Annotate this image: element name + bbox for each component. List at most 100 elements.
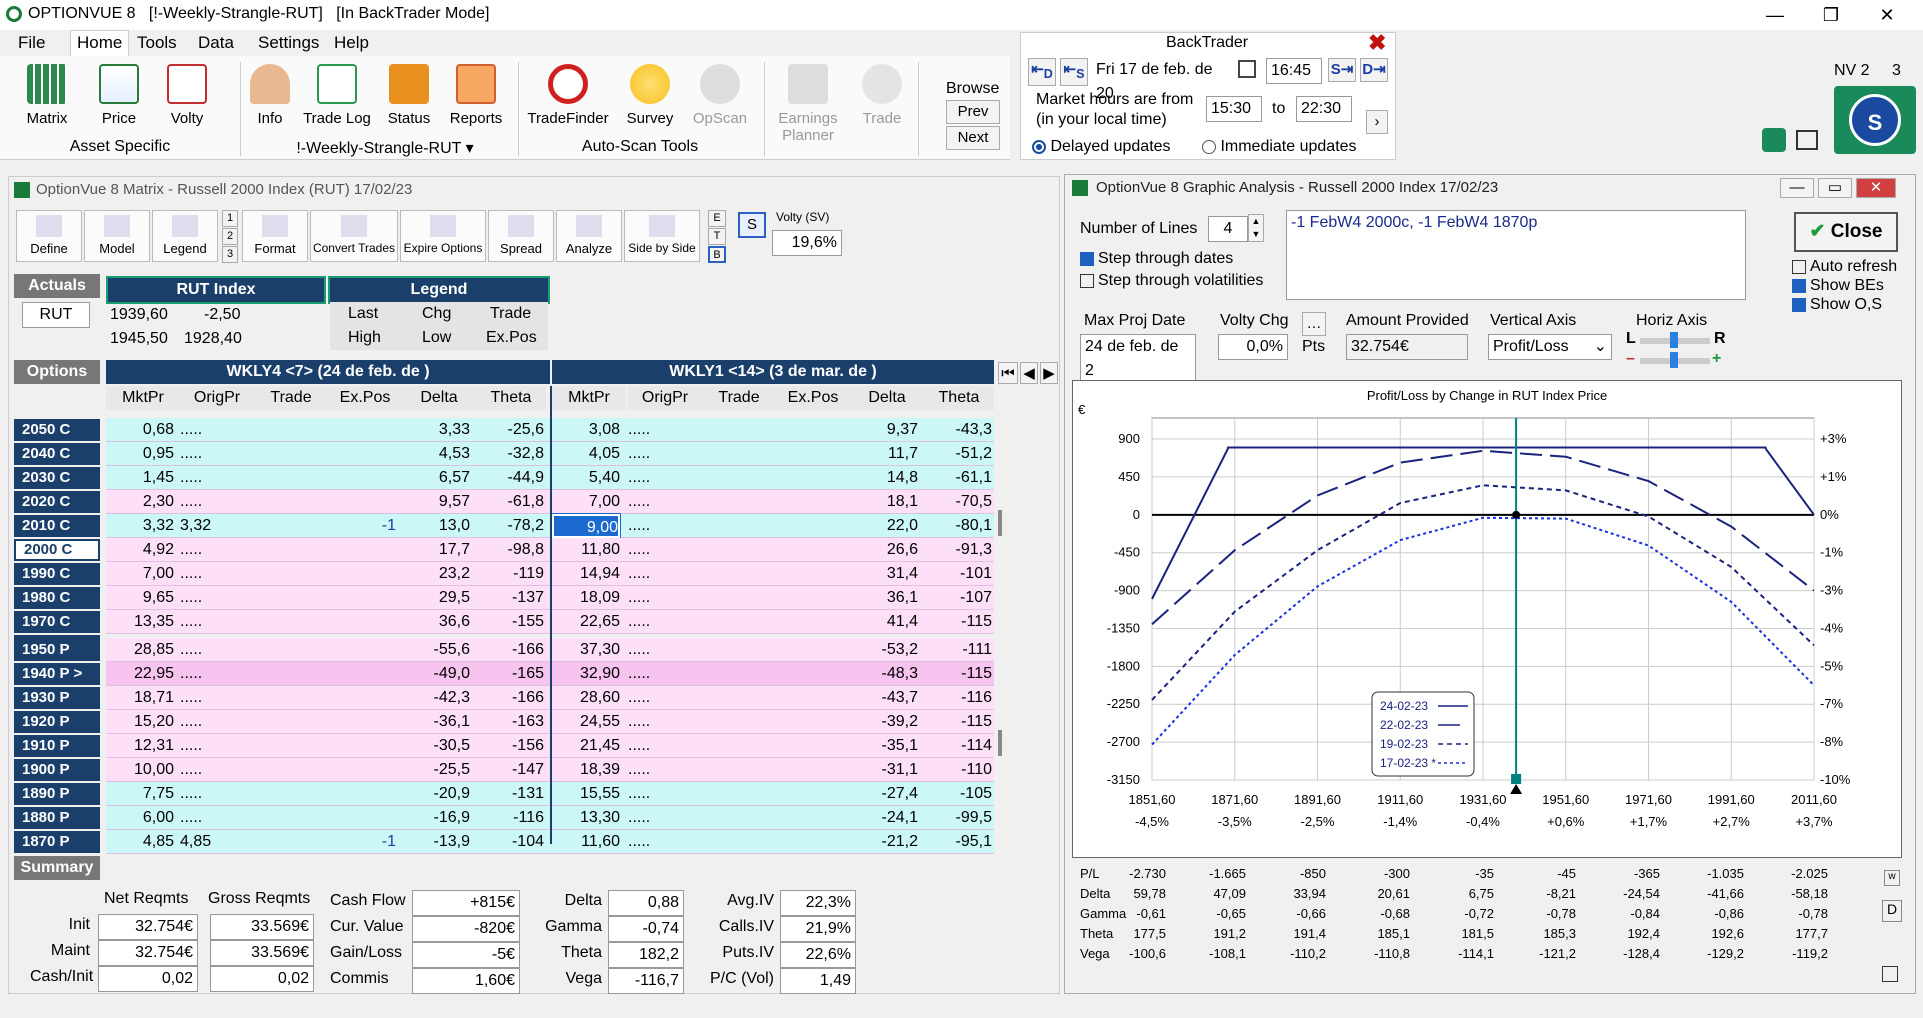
- call-cell[interactable]: 13,0: [438, 517, 470, 534]
- lines-spinner[interactable]: ▲ ▼: [1248, 214, 1264, 242]
- volty-chg-field[interactable]: 0,0%: [1218, 334, 1288, 360]
- auto-refresh-checkbox[interactable]: Auto refresh: [1792, 258, 1897, 276]
- step-back-session-button[interactable]: ⇤S: [1060, 58, 1088, 86]
- put-cell[interactable]: -30,5: [433, 737, 470, 754]
- w-button[interactable]: w: [1884, 870, 1900, 886]
- put-cell[interactable]: .....: [180, 665, 203, 682]
- put-cell[interactable]: 15,20: [133, 713, 174, 730]
- refresh-icon[interactable]: [1762, 128, 1786, 152]
- position-description[interactable]: -1 FebW4 2000c, -1 FebW4 1870p: [1286, 210, 1746, 300]
- put-cell[interactable]: 32,90: [579, 665, 620, 682]
- e-button[interactable]: E: [708, 210, 726, 227]
- put-cell[interactable]: -13,9: [433, 833, 470, 850]
- from-time-field[interactable]: 15:30: [1206, 96, 1262, 122]
- price-button[interactable]: Price: [94, 64, 144, 127]
- put-cell[interactable]: 11,60: [581, 833, 620, 850]
- prev-button[interactable]: Prev: [946, 100, 1000, 124]
- survey-button[interactable]: Survey: [622, 64, 678, 127]
- call-cell[interactable]: 0,95: [142, 445, 174, 462]
- expire-options-button[interactable]: Expire Options: [400, 210, 486, 262]
- call-cell[interactable]: 29,5: [438, 589, 470, 606]
- date-field[interactable]: Fri 17 de feb. de 20: [1092, 58, 1234, 106]
- put-cell[interactable]: -131: [511, 785, 544, 802]
- call-cell[interactable]: 18,1: [886, 493, 918, 510]
- layout-3-button[interactable]: 3: [222, 246, 238, 263]
- put-cell[interactable]: .....: [180, 737, 203, 754]
- step-forward-session-button[interactable]: S⇥: [1328, 58, 1356, 82]
- vert-zoom-thumb[interactable]: [1670, 352, 1678, 368]
- put-cell[interactable]: -31,1: [881, 761, 918, 778]
- put-cell[interactable]: 37,30: [579, 641, 620, 658]
- call-cell[interactable]: -43,3: [955, 421, 992, 438]
- call-cell[interactable]: -155: [511, 613, 544, 630]
- call-cell[interactable]: 36,1: [886, 589, 918, 606]
- call-cell[interactable]: 9,37: [886, 421, 918, 438]
- put-cell[interactable]: -42,3: [433, 689, 470, 706]
- legend-button[interactable]: Legend: [152, 210, 218, 262]
- info-button[interactable]: Info: [250, 64, 290, 127]
- call-cell[interactable]: .....: [628, 565, 651, 582]
- delayed-updates-radio[interactable]: Delayed updates: [1032, 138, 1171, 156]
- put-cell[interactable]: .....: [628, 665, 651, 682]
- put-cell[interactable]: -43,7: [881, 689, 918, 706]
- call-cell[interactable]: .....: [628, 421, 651, 438]
- put-cell[interactable]: -1: [381, 833, 396, 850]
- call-cell[interactable]: 17,7: [438, 541, 470, 558]
- put-cell[interactable]: 13,30: [579, 809, 620, 826]
- call-cell[interactable]: 14,94: [579, 565, 620, 582]
- call-strike-label[interactable]: 2000 C: [14, 539, 100, 561]
- put-cell[interactable]: 28,85: [133, 641, 174, 658]
- minimize-icon[interactable]: —: [1780, 178, 1814, 198]
- number-of-lines-field[interactable]: 4: [1208, 216, 1248, 242]
- put-strike-label[interactable]: 1940 P >: [14, 663, 100, 685]
- time-field[interactable]: 16:45: [1266, 58, 1322, 84]
- put-cell[interactable]: 28,60: [579, 689, 620, 706]
- put-cell[interactable]: -111: [962, 641, 992, 658]
- immediate-updates-radio[interactable]: Immediate updates: [1202, 138, 1357, 156]
- format-button[interactable]: Format: [242, 210, 308, 262]
- call-cell[interactable]: 2,30: [142, 493, 174, 510]
- put-cell[interactable]: -21,2: [881, 833, 918, 850]
- call-strike-label[interactable]: 2030 C: [14, 467, 100, 489]
- put-cell[interactable]: -49,0: [433, 665, 470, 682]
- call-cell[interactable]: -51,2: [955, 445, 992, 462]
- next-page-icon[interactable]: ▶: [1040, 362, 1058, 384]
- call-cell[interactable]: 3,32: [142, 517, 174, 534]
- model-button[interactable]: Model: [84, 210, 150, 262]
- put-cell[interactable]: -16,9: [433, 809, 470, 826]
- call-cell[interactable]: 41,4: [886, 613, 918, 630]
- put-cell[interactable]: -166: [511, 641, 544, 658]
- show-os-checkbox[interactable]: Show O,S: [1792, 296, 1882, 314]
- put-strike-label[interactable]: 1880 P: [14, 807, 100, 829]
- menu-file[interactable]: File: [18, 33, 46, 52]
- call-cell[interactable]: .....: [180, 493, 203, 510]
- put-cell[interactable]: .....: [180, 761, 203, 778]
- side-by-side-button[interactable]: Side by Side: [624, 210, 700, 262]
- call-cell[interactable]: 5,40: [588, 469, 620, 486]
- trade-log-button[interactable]: Trade Log: [300, 64, 374, 127]
- put-strike-label[interactable]: 1950 P: [14, 639, 100, 661]
- printer-icon[interactable]: [1796, 130, 1818, 150]
- put-cell[interactable]: 18,71: [133, 689, 174, 706]
- put-strike-label[interactable]: 1870 P: [14, 831, 100, 853]
- call-cell[interactable]: .....: [628, 445, 651, 462]
- put-cell[interactable]: 12,31: [133, 737, 174, 754]
- maximize-icon[interactable]: ▭: [1818, 178, 1852, 198]
- call-cell[interactable]: .....: [180, 469, 203, 486]
- call-cell[interactable]: .....: [628, 517, 651, 534]
- opscan-button[interactable]: OpScan: [690, 64, 750, 127]
- call-cell[interactable]: 18,09: [579, 589, 620, 606]
- volty-field[interactable]: 19,6%: [772, 230, 842, 256]
- scroll-thumb[interactable]: [998, 730, 1002, 756]
- put-cell[interactable]: .....: [628, 761, 651, 778]
- call-strike-label[interactable]: 2020 C: [14, 491, 100, 513]
- vertical-axis-select[interactable]: Profit/Loss ⌄: [1488, 334, 1612, 360]
- put-cell[interactable]: -55,6: [433, 641, 470, 658]
- call-strike-label[interactable]: 1990 C: [14, 563, 100, 585]
- call-cell[interactable]: .....: [180, 421, 203, 438]
- status-button[interactable]: Status: [384, 64, 434, 127]
- call-cell[interactable]: .....: [628, 469, 651, 486]
- call-cell[interactable]: -119: [513, 565, 544, 582]
- put-cell[interactable]: 15,55: [579, 785, 620, 802]
- call-cell[interactable]: 14,8: [886, 469, 918, 486]
